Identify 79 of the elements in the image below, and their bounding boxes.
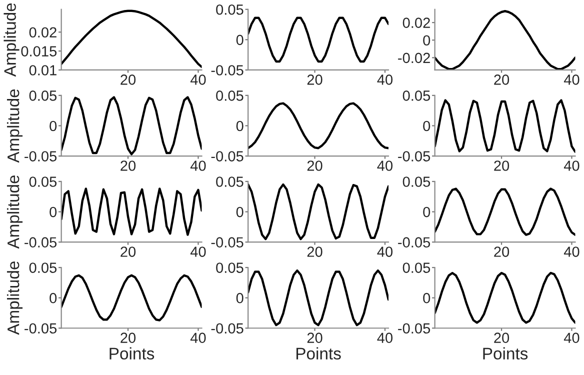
y-axis-title: Amplitude	[6, 262, 23, 335]
x-tick-label: 20	[494, 74, 510, 85]
y-tick-label: 0.05	[29, 262, 57, 273]
line-series	[248, 16, 388, 63]
line-series	[434, 272, 576, 324]
x-tick-label: 40	[564, 74, 580, 85]
y-tick-label: -0.05	[398, 237, 430, 248]
line-series	[434, 99, 576, 153]
y-axis-title: Amplitude	[4, 3, 20, 77]
x-tick-label: 40	[564, 246, 580, 257]
y-tick-label: 0.02	[29, 27, 56, 38]
y-tick-label: -0.05	[211, 237, 244, 248]
y-tick-label: -0.05	[24, 151, 57, 162]
x-tick-label: 20	[307, 160, 322, 171]
x-tick-label: 20	[307, 332, 322, 344]
y-tick-label: 0.05	[216, 90, 244, 101]
x-tick-label: 20	[307, 246, 322, 257]
y-tick-label: 0	[423, 35, 430, 46]
x-tick-label: 40	[190, 246, 206, 257]
y-tick-label: 0.01	[29, 65, 56, 76]
y-tick-label: 0.05	[402, 90, 430, 101]
y-tick-label: 0	[236, 206, 244, 218]
line-series	[61, 188, 202, 236]
x-tick-label: 40	[377, 160, 393, 171]
x-tick-label: 40	[190, 332, 206, 344]
x-axis-title: Points	[483, 347, 528, 360]
line-series	[61, 274, 202, 322]
y-tick-label: -0.05	[398, 151, 430, 162]
x-tick-label: 20	[494, 160, 510, 171]
y-tick-label: 0	[423, 292, 430, 304]
x-axis-title: Points	[110, 347, 154, 360]
x-tick-label: 40	[190, 160, 206, 171]
y-tick-label: -0.05	[211, 323, 244, 334]
x-tick-label: 40	[564, 160, 580, 171]
x-tick-label: 40	[377, 74, 393, 85]
line-series	[248, 102, 388, 150]
line-series	[434, 188, 576, 236]
x-tick-label: 20	[494, 332, 510, 344]
y-tick-label: 0	[50, 206, 57, 218]
y-tick-label: 0.015	[21, 46, 57, 56]
y-tick-label: 0	[236, 292, 244, 304]
y-tick-label: 0	[423, 206, 430, 218]
y-tick-label: 0.05	[216, 4, 244, 15]
y-tick-label: -0.05	[398, 323, 430, 334]
y-tick-label: -0.05	[211, 65, 244, 76]
y-axis-title: Amplitude	[6, 175, 23, 249]
y-tick-label: -0.02	[398, 52, 430, 64]
line-series	[61, 10, 202, 68]
x-tick-label: 40	[564, 332, 580, 344]
x-axis-title: Points	[296, 347, 341, 360]
y-tick-label: 0.05	[216, 262, 244, 273]
y-tick-label: 0.05	[402, 262, 430, 273]
y-tick-label: -0.05	[24, 323, 57, 334]
y-tick-label: -0.05	[24, 237, 57, 248]
x-tick-label: 40	[377, 246, 393, 257]
line-series	[434, 10, 576, 70]
line-series	[61, 96, 202, 156]
y-tick-label: 0	[236, 120, 244, 132]
x-tick-label: 20	[307, 74, 322, 85]
y-tick-label: 0	[236, 34, 244, 46]
y-tick-label: 0	[50, 120, 57, 132]
y-tick-label: 0.05	[402, 176, 430, 187]
y-tick-label: 0	[423, 120, 430, 132]
x-tick-label: 40	[377, 332, 393, 344]
y-tick-label: 0.05	[216, 176, 244, 187]
y-tick-label: 0.05	[29, 90, 57, 101]
x-tick-label: 20	[120, 246, 136, 257]
y-tick-label: 0	[50, 292, 57, 304]
x-tick-label: 20	[120, 160, 136, 171]
y-tick-label: 0.02	[402, 18, 430, 28]
x-tick-label: 20	[120, 332, 136, 344]
y-axis-title: Amplitude	[6, 89, 23, 163]
line-series	[248, 183, 388, 240]
x-tick-label: 20	[120, 74, 136, 85]
line-series	[248, 269, 388, 326]
x-tick-label: 40	[190, 74, 206, 85]
y-tick-label: 0.05	[29, 176, 57, 187]
y-tick-label: -0.05	[211, 151, 244, 162]
x-tick-label: 20	[494, 246, 510, 257]
